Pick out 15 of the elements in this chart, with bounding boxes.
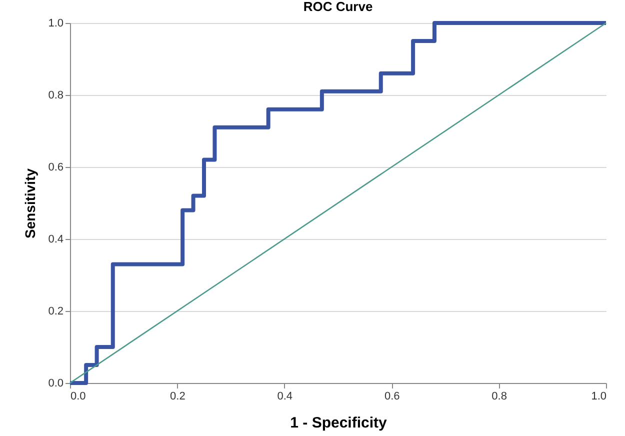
x-tick-label: 0.0 [70,390,86,402]
y-tick-label: 0.4 [48,234,64,246]
y-tick-label: 1.0 [48,18,64,30]
y-tick-label: 0.8 [48,90,64,102]
x-tick-label: 0.6 [384,390,400,402]
x-tick-label: 0.8 [492,390,507,402]
y-tick-label: 0.0 [48,378,64,390]
x-tick-label: 0.4 [277,390,293,402]
x-tick-label: 0.2 [170,390,186,402]
y-tick-label: 0.2 [48,306,64,318]
y-tick-label: 0.6 [48,162,64,174]
x-tick-label: 1.0 [591,390,606,402]
y-axis-title: Sensitivity [22,168,38,239]
x-axis-title: 1 - Specificity [290,414,388,432]
chart-title: ROC Curve [303,0,373,14]
